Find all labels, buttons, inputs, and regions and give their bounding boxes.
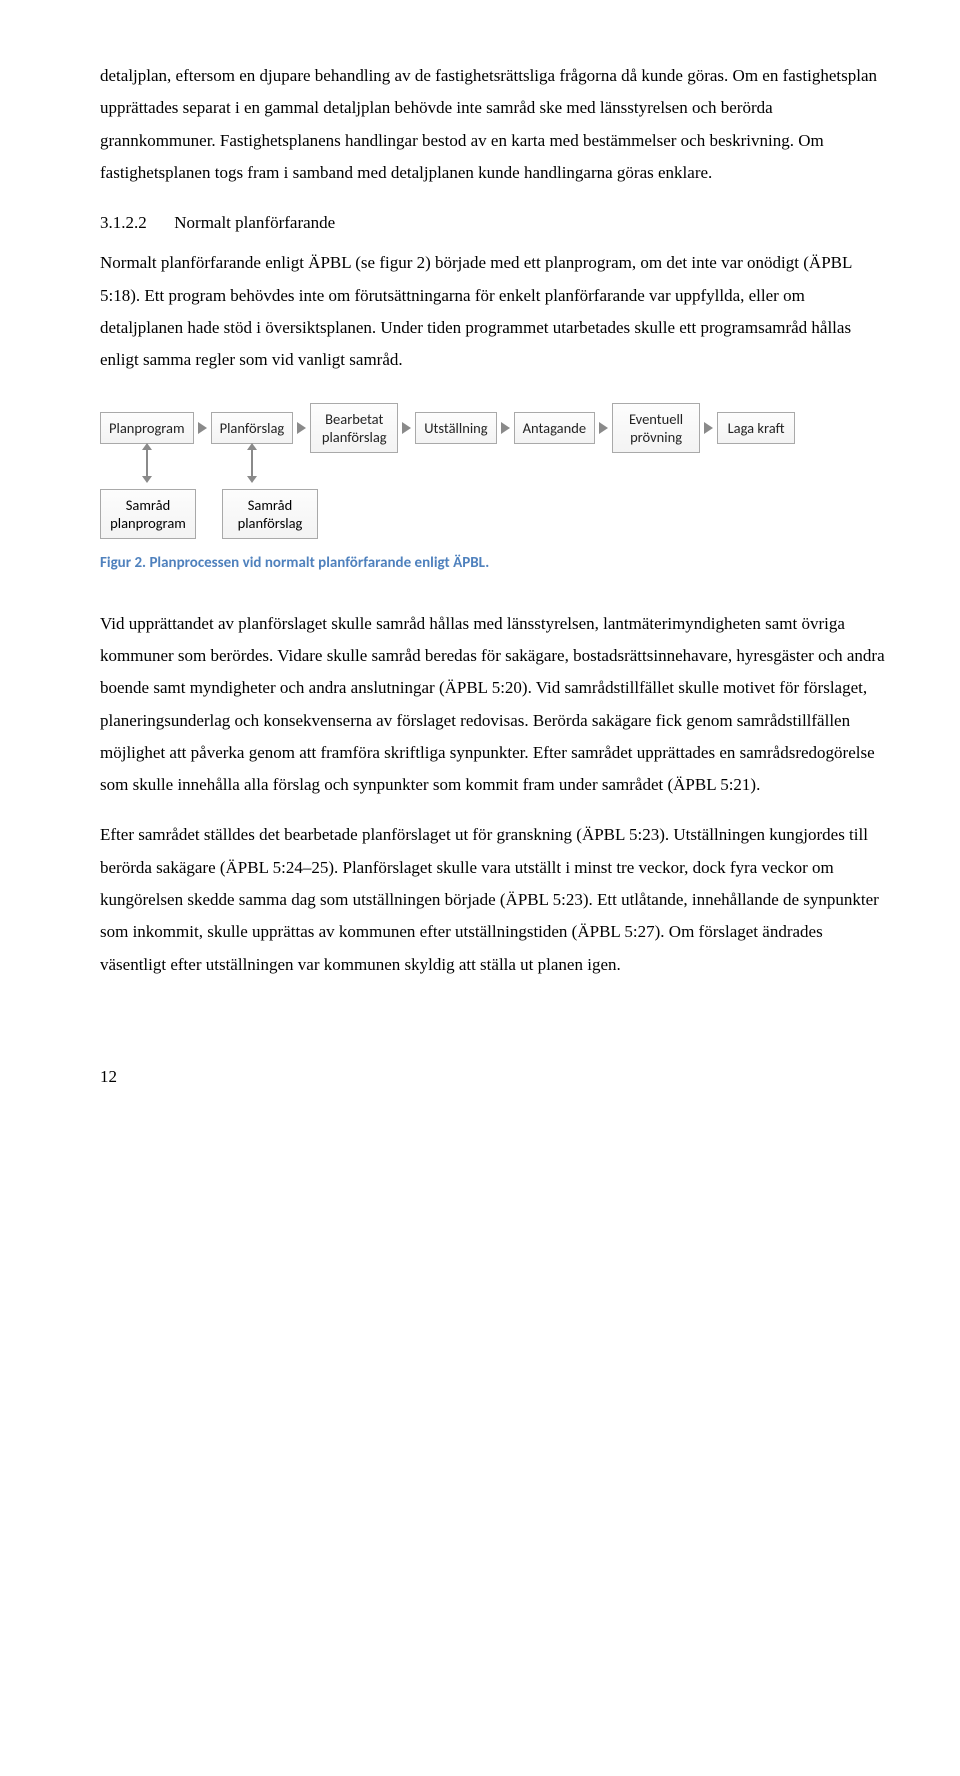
paragraph: Efter samrådet ställdes det bearbetade p… (100, 819, 890, 980)
double-arrow-icon (246, 443, 258, 483)
paragraph: Normalt planförfarande enligt ÄPBL (se f… (100, 247, 890, 376)
flow-node-samrad-planforslag: Samråd planförslag (222, 489, 318, 539)
flow-node-label: Planprogram (109, 419, 185, 437)
flow-node-label: Eventuell (629, 410, 683, 428)
flow-node-lagakraft: Laga kraft (717, 412, 795, 444)
paragraph: detaljplan, eftersom en djupare behandli… (100, 60, 890, 189)
flowchart-samrad-row: Samråd planprogram Samråd planförslag (100, 489, 890, 539)
page-number: 12 (100, 1061, 890, 1093)
flow-node-planforslag: Planförslag (211, 412, 294, 444)
flow-node-label: planförslag (322, 428, 387, 446)
flow-node-bearbetat: Bearbetat planförslag (310, 403, 398, 453)
flowchart-main-row: Planprogram Planförslag Bearbetat planfö… (100, 403, 890, 453)
flow-node-label: Planförslag (220, 419, 285, 437)
arrow-right-icon (599, 422, 608, 434)
flow-node-label: Samråd (248, 496, 293, 514)
double-arrow-icon (141, 443, 153, 483)
flow-node-label: Bearbetat (325, 410, 383, 428)
figure-caption: Figur 2. Planprocessen vid normalt planf… (100, 549, 890, 578)
flow-node-label: planprogram (110, 514, 186, 532)
flow-node-planprogram: Planprogram (100, 412, 194, 444)
paragraph: Vid upprättandet av planförslaget skulle… (100, 608, 890, 802)
arrow-right-icon (704, 422, 713, 434)
flow-node-label: planförslag (238, 514, 303, 532)
flow-node-antagande: Antagande (514, 412, 595, 444)
flow-node-label: prövning (630, 428, 682, 446)
section-title: Normalt planförfarande (174, 213, 335, 232)
flow-node-utstallning: Utställning (415, 412, 496, 444)
arrow-right-icon (297, 422, 306, 434)
arrow-right-icon (501, 422, 510, 434)
section-heading: 3.1.2.2 Normalt planförfarande (100, 207, 890, 239)
arrow-right-icon (402, 422, 411, 434)
section-number: 3.1.2.2 (100, 207, 170, 239)
flow-node-eventuell: Eventuell prövning (612, 403, 700, 453)
arrow-right-icon (198, 422, 207, 434)
flow-node-label: Samråd (126, 496, 171, 514)
flow-node-samrad-planprogram: Samråd planprogram (100, 489, 196, 539)
